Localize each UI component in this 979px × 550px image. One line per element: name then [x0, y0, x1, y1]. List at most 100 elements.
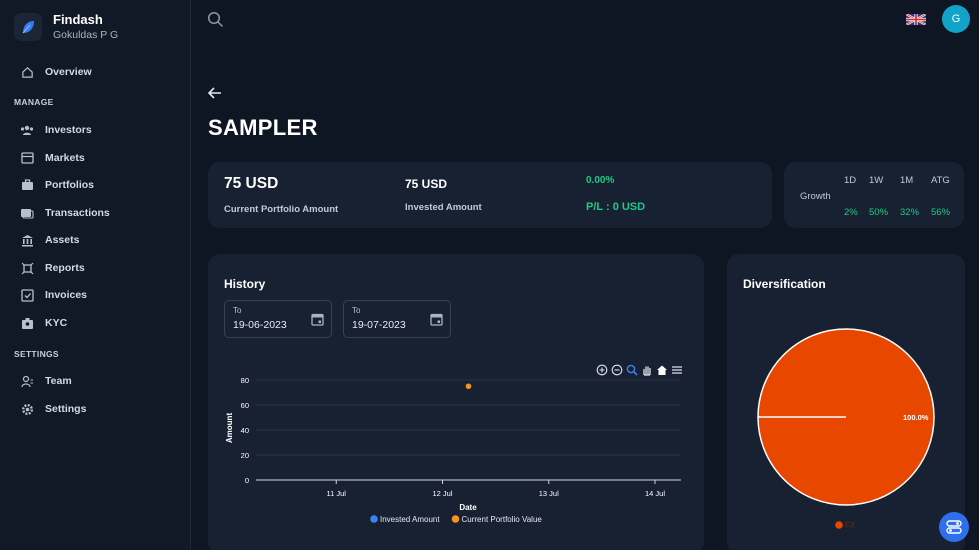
sidebar-item-settings[interactable]: Settings: [20, 401, 86, 417]
to-date-value: 19-07-2023: [352, 319, 406, 331]
zoom-in-icon[interactable]: [596, 363, 608, 381]
growth-card: Growth 1D 1W 1M ATG 2% 50% 32% 56%: [784, 162, 964, 228]
y-tick-label: 40: [241, 426, 249, 435]
pan-hand-icon[interactable]: [641, 363, 653, 381]
sidebar-item-investors[interactable]: Investors: [20, 122, 92, 138]
invested-amount-label: Invested Amount: [405, 202, 482, 213]
growth-value-1m: 32%: [900, 207, 920, 218]
growth-period-atg[interactable]: ATG: [931, 175, 950, 186]
sidebar-item-team[interactable]: Team: [20, 373, 72, 389]
sidebar-item-markets[interactable]: Markets: [20, 150, 85, 166]
legend-label: Current Portfolio Value: [462, 515, 543, 524]
pie-legend-label: FX: [845, 521, 856, 530]
pie-legend-marker: [835, 521, 843, 529]
invoice-check-icon: [20, 288, 34, 302]
settings-heading: SETTINGS: [14, 349, 59, 359]
growth-value-1w: 50%: [869, 207, 889, 218]
zoom-out-icon[interactable]: [611, 363, 623, 381]
portfolio-amount: 75 USD: [224, 175, 279, 192]
sidebar-item-overview[interactable]: Overview: [20, 64, 92, 80]
percent-change: 0.00%: [586, 175, 615, 186]
findash-logo-icon: [14, 12, 42, 41]
quick-actions-button[interactable]: [939, 512, 969, 542]
kyc-icon: [20, 316, 34, 330]
brand[interactable]: Findash Gokuldas P G: [14, 12, 118, 41]
brand-user: Gokuldas P G: [53, 29, 119, 41]
growth-label: Growth: [800, 191, 831, 202]
sidebar-item-label: Portfolios: [45, 179, 94, 191]
y-tick-label: 80: [241, 376, 249, 385]
calendar-icon[interactable]: [430, 312, 443, 326]
gear-icon: [20, 402, 34, 416]
home-icon: [20, 65, 34, 79]
from-date-field[interactable]: To 19-06-2023: [224, 300, 332, 338]
calendar-icon[interactable]: [311, 312, 324, 326]
from-date-label: To: [233, 306, 242, 315]
from-date-value: 19-06-2023: [233, 319, 287, 331]
reports-icon: [20, 261, 34, 275]
diversification-card: Diversification 100.0% FX: [727, 254, 965, 550]
x-tick-label: 11 Jul: [327, 489, 347, 498]
sidebar: Findash Gokuldas P G Overview MANAGE Inv…: [0, 0, 191, 550]
chart-menu-icon[interactable]: [671, 363, 683, 381]
sidebar-item-transactions[interactable]: Transactions: [20, 205, 110, 221]
sidebar-item-label: Investors: [45, 124, 92, 136]
portfolio-summary-card: 75 USD Current Portfolio Amount 75 USD I…: [208, 162, 772, 228]
sidebar-item-label: Markets: [45, 152, 85, 164]
sidebar-item-assets[interactable]: Assets: [20, 232, 79, 248]
briefcase-icon: [20, 178, 34, 192]
x-tick-label: 14 Jul: [645, 489, 665, 498]
sidebar-item-label: Invoices: [45, 289, 88, 301]
y-tick-label: 0: [245, 476, 249, 485]
sidebar-item-reports[interactable]: Reports: [20, 260, 85, 276]
sidebar-item-label: Team: [45, 375, 72, 387]
sidebar-item-invoices[interactable]: Invoices: [20, 287, 87, 303]
page-title: SAMPLER: [208, 115, 318, 140]
sidebar-item-label: Transactions: [45, 207, 110, 219]
x-tick-label: 13 Jul: [539, 489, 559, 498]
sidebar-item-kyc[interactable]: KYC: [20, 315, 67, 331]
avatar[interactable]: G: [942, 5, 970, 33]
diversification-title: Diversification: [743, 277, 826, 291]
search-icon[interactable]: [207, 11, 224, 28]
y-tick-label: 60: [241, 401, 249, 410]
invested-amount: 75 USD: [405, 177, 448, 191]
growth-period-1d[interactable]: 1D: [844, 175, 857, 186]
manage-heading: MANAGE: [14, 97, 54, 107]
brand-name: Findash: [53, 12, 103, 27]
sidebar-item-label: Reports: [45, 262, 85, 274]
x-axis-label: Date: [459, 503, 477, 512]
diversification-pie-chart: 100.0% FX: [757, 328, 935, 530]
toggle-icon: [946, 520, 962, 534]
sidebar-item-label: KYC: [45, 317, 68, 329]
sidebar-item-label: Assets: [45, 234, 80, 246]
store-icon: [20, 151, 34, 165]
uk-flag-icon[interactable]: [905, 12, 927, 26]
history-title: History: [224, 277, 266, 291]
x-tick-label: 12 Jul: [432, 489, 452, 498]
growth-period-1w[interactable]: 1W: [869, 175, 884, 186]
growth-period-1m[interactable]: 1M: [900, 175, 914, 186]
sidebar-item-label: Settings: [45, 403, 87, 415]
y-axis-label: Amount: [225, 413, 234, 444]
portfolio-amount-label: Current Portfolio Amount: [224, 204, 339, 215]
bank-icon: [20, 233, 34, 247]
history-chart: Amount Date 0 20 40 60 80 11 Jul 12 Jul 13 Jul…: [225, 376, 681, 524]
back-arrow-icon[interactable]: [207, 86, 223, 100]
to-date-field[interactable]: To 19-07-2023: [343, 300, 451, 338]
team-icon: [20, 374, 34, 388]
pie-data-label: 100.0%: [903, 413, 929, 422]
data-point: [465, 383, 472, 390]
to-date-label: To: [352, 306, 361, 315]
transactions-icon: [20, 206, 34, 220]
sidebar-item-label: Overview: [45, 66, 92, 78]
users-icon: [20, 123, 34, 137]
growth-value-atg: 56%: [931, 207, 951, 218]
zoom-select-icon[interactable]: [626, 363, 638, 381]
y-tick-label: 20: [241, 451, 249, 460]
sidebar-item-portfolios[interactable]: Portfolios: [20, 177, 94, 193]
profit-loss: P/L : 0 USD: [586, 201, 646, 213]
history-card: History To 19-06-2023 To 19-07-2023 Amou…: [208, 254, 704, 550]
reset-home-icon[interactable]: [656, 363, 668, 381]
legend-marker: [451, 515, 460, 523]
